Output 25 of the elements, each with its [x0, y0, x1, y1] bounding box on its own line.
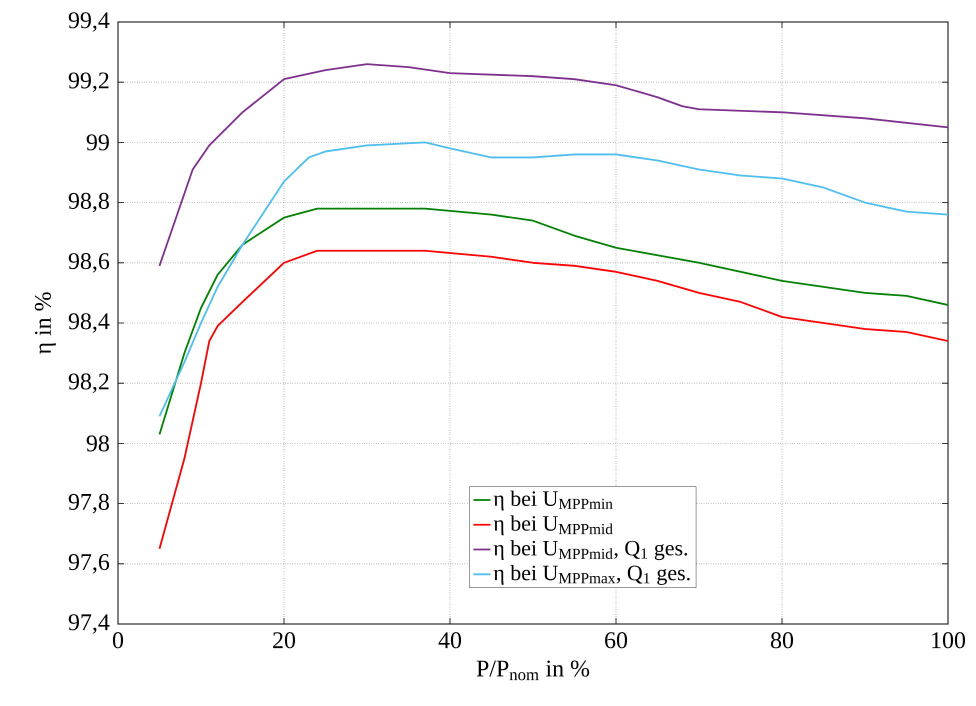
y-axis-title: η in %	[34, 292, 56, 354]
y-tick-label: 99,4	[68, 12, 110, 32]
x-tick-label: 100	[932, 632, 966, 648]
legend-label: η bei U$_{MPPmid}$, Q$_{1}$ ges.	[494, 540, 688, 560]
line-series	[158, 141, 948, 418]
x-axis-title: P/P$_{nom}$ in %	[476, 660, 590, 680]
y-tick-label: 98,6	[68, 253, 110, 273]
line-series	[158, 63, 948, 267]
y-tick-label: 98,2	[68, 373, 109, 393]
legend-label: η bei U$_{MPPmax}$, Q$_{1}$ ges.	[494, 564, 690, 585]
x-tick-label: 60	[605, 632, 628, 648]
y-tick-label: 98,4	[68, 313, 110, 333]
y-tick-label: 99,2	[68, 72, 109, 92]
x-tick-label: 80	[770, 632, 794, 648]
y-tick-label: 98	[86, 435, 109, 452]
y-tick-label: 97,6	[68, 554, 110, 574]
y-tick-label: 98,8	[68, 192, 109, 212]
x-tick-label: 20	[273, 632, 296, 648]
x-tick-label: 40	[438, 632, 462, 648]
legend-label: η bei U$_{MPPmin}$	[494, 490, 613, 510]
legend-label: η bei U$_{MPPmid}$	[494, 515, 613, 536]
y-tick-label: 97,8	[68, 494, 109, 514]
x-tick-label: 0	[112, 632, 124, 648]
y-tick-label: 99	[86, 134, 109, 150]
y-tick-label: 97,4	[68, 614, 110, 634]
